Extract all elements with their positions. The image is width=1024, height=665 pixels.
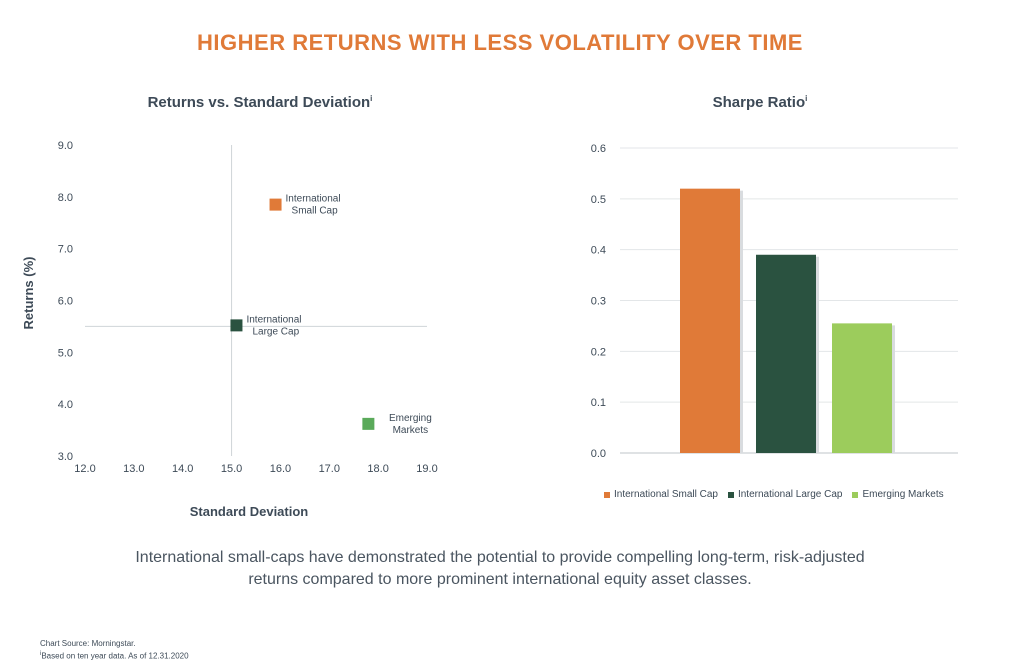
bar <box>832 323 892 453</box>
bar-y-tick-label: 0.3 <box>591 296 606 308</box>
scatter-x-tick-label: 16.0 <box>270 463 291 475</box>
scatter-x-tick-label: 17.0 <box>319 463 340 475</box>
bar-title-footnote-marker: i <box>805 94 808 103</box>
bar-y-tick-label: 0.4 <box>591 245 606 257</box>
scatter-title-text: Returns vs. Standard Deviation <box>147 94 371 111</box>
scatter-x-tick-label: 15.0 <box>221 463 242 475</box>
scatter-x-tick-label: 14.0 <box>172 463 193 475</box>
scatter-point <box>269 198 282 211</box>
bar-y-tick-label: 0.2 <box>591 346 606 358</box>
scatter-x-axis-label: Standard Deviation <box>190 504 309 519</box>
scatter-point-label: Large Cap <box>252 326 299 337</box>
scatter-point-label: Small Cap <box>292 206 339 217</box>
scatter-y-tick-label: 8.0 <box>58 192 73 204</box>
caption: International small-caps have demonstrat… <box>60 547 940 591</box>
legend-item-small-cap: International Small Cap <box>604 489 718 500</box>
footnote-marker: i <box>40 651 42 657</box>
page-headline: HIGHER RETURNS WITH LESS VOLATILITY OVER… <box>197 30 803 55</box>
scatter-y-tick-label: 5.0 <box>58 347 73 359</box>
scatter-point-label: Markets <box>393 425 429 436</box>
scatter-x-tick-label: 18.0 <box>367 463 388 475</box>
legend-label: International Small Cap <box>614 489 718 500</box>
scatter-y-tick-label: 6.0 <box>58 296 73 308</box>
scatter-x-tick-label: 13.0 <box>123 463 144 475</box>
caption-line-1: International small-caps have demonstrat… <box>135 549 865 566</box>
bar-y-tick-label: 0.6 <box>591 143 606 155</box>
legend-item-large-cap: International Large Cap <box>727 489 843 500</box>
scatter-y-tick-label: 7.0 <box>58 244 73 256</box>
scatter-point-label: International <box>286 194 341 205</box>
bar-y-tick-label: 0.5 <box>591 194 606 206</box>
scatter-title-footnote-marker: i <box>370 94 373 103</box>
scatter-x-tick-label: 19.0 <box>416 463 437 475</box>
scatter-point-label: International <box>246 314 301 325</box>
footnote-basis: iBased on ten year data. As of 12.31.202… <box>40 649 189 662</box>
bar-title-text: Sharpe Ratio <box>712 94 806 111</box>
bar <box>756 254 816 453</box>
bar-chart-title: Sharpe Ratioi <box>700 94 820 111</box>
scatter-y-tick-label: 9.0 <box>58 140 73 152</box>
scatter-y-tick-label: 3.0 <box>58 451 73 463</box>
scatter-point-label: Emerging <box>389 413 432 424</box>
scatter-chart-title: Returns vs. Standard Deviationi <box>140 94 380 111</box>
bar-y-tick-label: 0.1 <box>591 397 606 409</box>
footnote: Chart Source: Morningstar. iBased on ten… <box>40 638 189 662</box>
scatter-x-tick-label: 12.0 <box>74 463 95 475</box>
legend-label: Emerging Markets <box>862 489 944 500</box>
scatter-y-tick-label: 4.0 <box>58 399 73 411</box>
legend-swatch <box>852 491 859 498</box>
footnote-basis-text: Based on ten year data. As of 12.31.2020 <box>41 651 189 661</box>
scatter-y-axis-label: Returns (%) <box>21 257 36 330</box>
legend-label: International Large Cap <box>737 489 843 500</box>
caption-line-2: returns compared to more prominent inter… <box>248 571 752 588</box>
scatter-point <box>230 319 243 332</box>
legend-swatch <box>727 491 734 498</box>
legend-item-emerging: Emerging Markets <box>852 489 944 500</box>
bar-y-tick-label: 0.0 <box>591 448 606 460</box>
scatter-point <box>362 417 375 430</box>
bar-legend: International Small Cap International La… <box>604 489 944 500</box>
legend-swatch <box>604 491 610 498</box>
bar <box>680 188 740 453</box>
footnote-source: Chart Source: Morningstar. <box>40 639 136 648</box>
